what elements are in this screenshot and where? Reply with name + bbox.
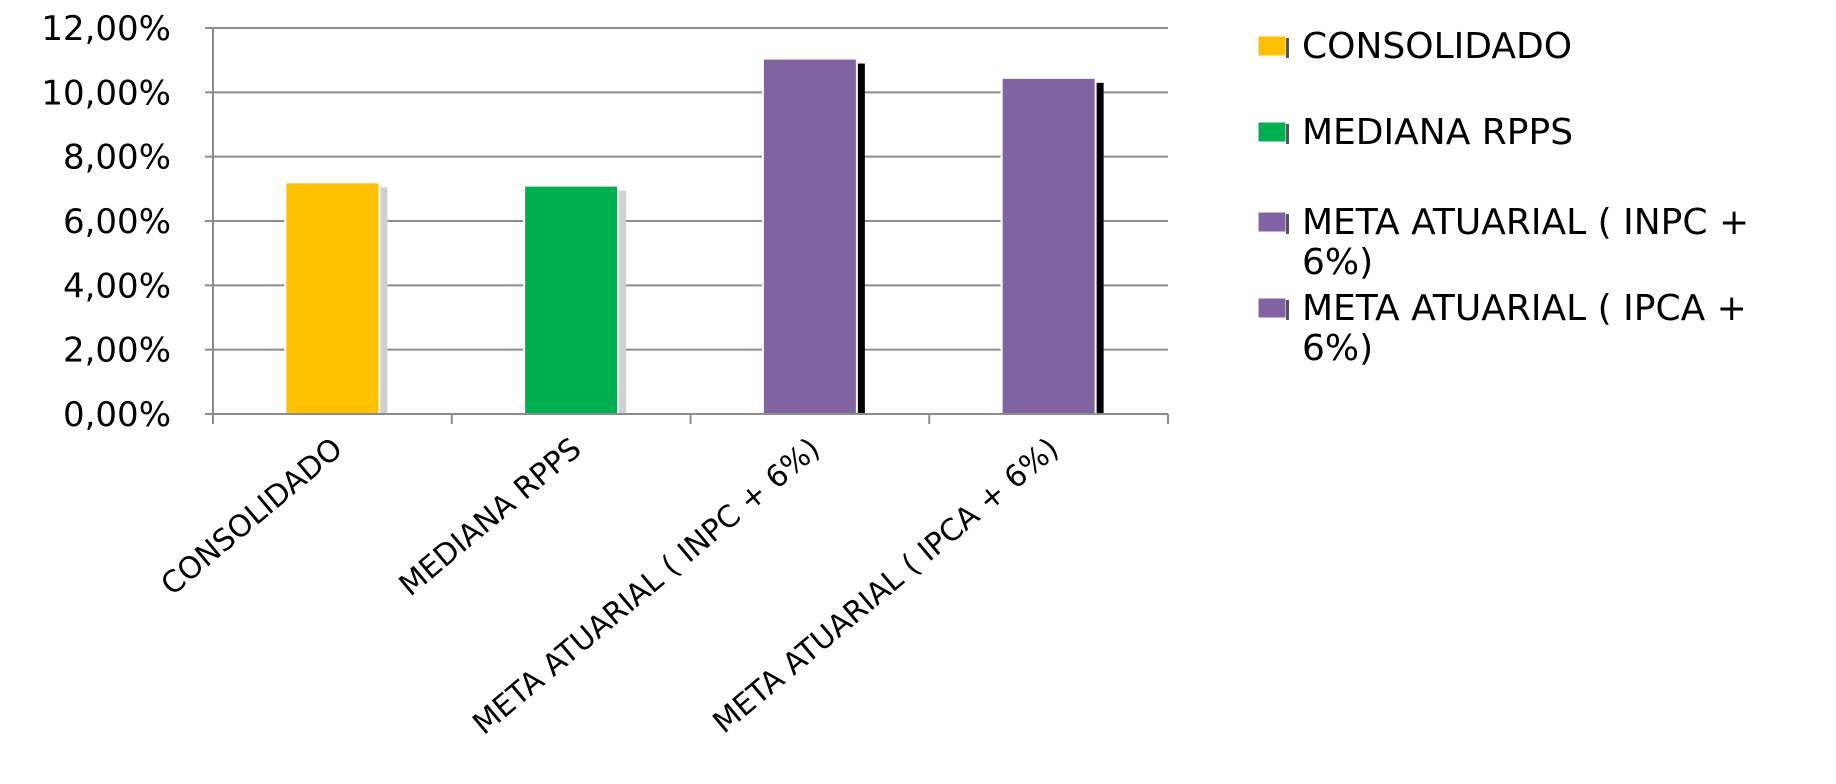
legend-label: META ATUARIAL ( INPC + <box>1302 202 1749 243</box>
x-category-label: CONSOLIDADO <box>155 431 350 602</box>
legend-label: CONSOLIDADO <box>1302 26 1572 67</box>
legend-swatch-shadow <box>1286 124 1289 144</box>
legend-swatch-shadow <box>1286 214 1289 234</box>
legend-swatch <box>1257 35 1287 57</box>
legend-swatch <box>1257 121 1287 143</box>
y-tick-label: 8,00% <box>63 138 171 178</box>
legend-label: META ATUARIAL ( IPCA + <box>1302 288 1747 329</box>
x-category-label: MEDIANA RPPS <box>393 431 589 603</box>
legend-label: 6%) <box>1302 242 1373 283</box>
bar <box>1000 76 1097 415</box>
y-tick-label: 10,00% <box>41 73 171 113</box>
legend-swatch-shadow <box>1286 300 1289 320</box>
legend-swatch <box>1257 211 1287 233</box>
y-tick-label: 4,00% <box>63 266 171 306</box>
y-axis-ticks: 0,00% 2,00% 4,00% 6,00% 8,00% 10,00% 12,00% <box>41 9 213 435</box>
legend-label: MEDIANA RPPS <box>1302 112 1573 153</box>
legend-swatch <box>1257 297 1287 319</box>
y-tick-label: 0,00% <box>63 395 171 435</box>
legend-swatch-shadow <box>1286 38 1289 58</box>
y-tick-label: 2,00% <box>63 331 171 371</box>
y-tick-label: 6,00% <box>63 202 171 242</box>
bars <box>284 57 1104 416</box>
legend-label: 6%) <box>1302 328 1373 369</box>
bar <box>761 57 858 416</box>
legend: CONSOLIDADO MEDIANA RPPS META ATUARIAL ( I… <box>1257 26 1749 369</box>
bar <box>284 181 381 415</box>
y-tick-label: 12,00% <box>41 9 171 49</box>
bar <box>523 184 620 415</box>
